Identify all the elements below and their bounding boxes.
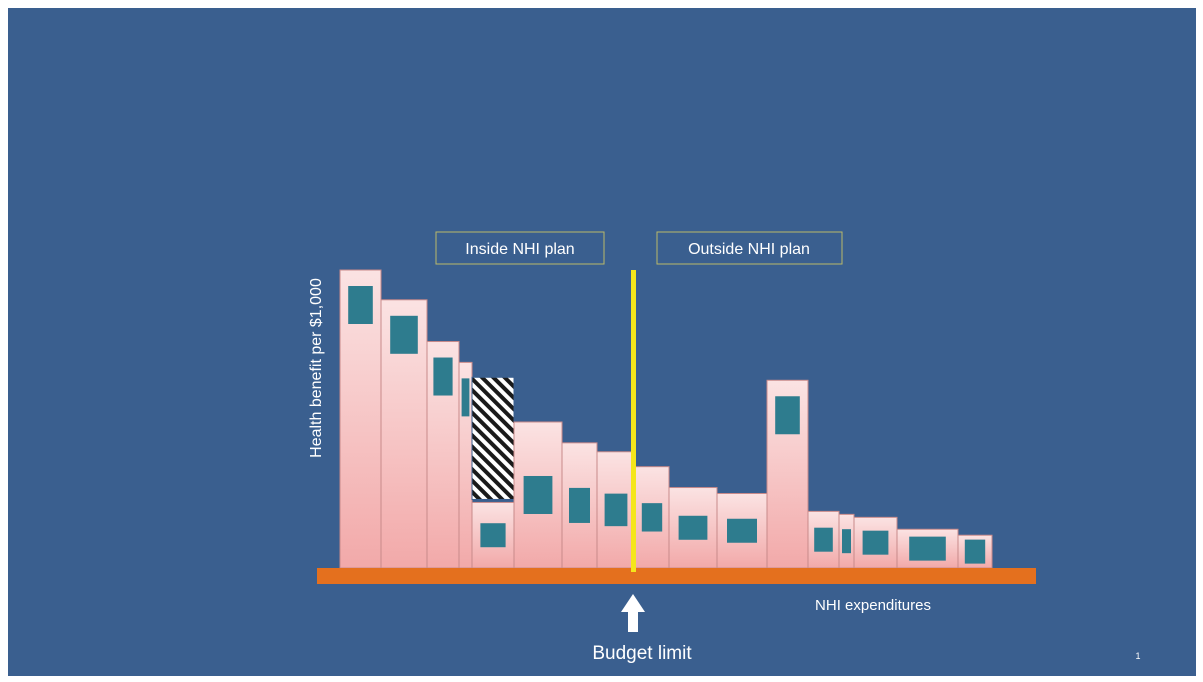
inner-block	[678, 515, 708, 540]
inner-block	[461, 378, 470, 417]
inner-block	[909, 536, 946, 561]
budget-arrow-icon	[621, 594, 645, 632]
inner-block	[348, 286, 373, 324]
x-axis-label: NHI expenditures	[815, 597, 931, 614]
inner-block	[433, 357, 453, 396]
inner-block	[727, 518, 757, 543]
outside-plan-label-box: Outside NHI plan	[656, 231, 843, 265]
inner-block	[842, 529, 851, 554]
inner-block	[862, 530, 889, 555]
inner-block	[569, 487, 590, 523]
inner-block	[604, 493, 628, 527]
inside-plan-label: Inside NHI plan	[465, 241, 574, 258]
slide-number: 1	[1135, 651, 1140, 661]
bars-layer	[339, 269, 993, 569]
inner-block	[775, 396, 800, 435]
inner-block	[641, 503, 663, 532]
baseline-axis	[317, 568, 1036, 584]
inside-plan-label-box: Inside NHI plan	[435, 231, 605, 265]
y-axis-label: Health benefit per $1,000	[308, 278, 325, 458]
budget-limit-label: Budget limit	[592, 643, 692, 664]
inner-block	[814, 527, 833, 552]
nhi-budget-diagram: Inside NHI plan Outside NHI plan Health …	[8, 8, 1196, 676]
inner-block	[523, 475, 553, 514]
inner-block	[480, 523, 506, 548]
inner-block	[964, 539, 986, 564]
inner-block	[390, 315, 418, 354]
budget-limit-line	[631, 270, 636, 572]
slide: Inside NHI plan Outside NHI plan Health …	[8, 8, 1196, 676]
outside-plan-label: Outside NHI plan	[688, 241, 810, 258]
displaced-benefit-hatch	[471, 376, 515, 500]
